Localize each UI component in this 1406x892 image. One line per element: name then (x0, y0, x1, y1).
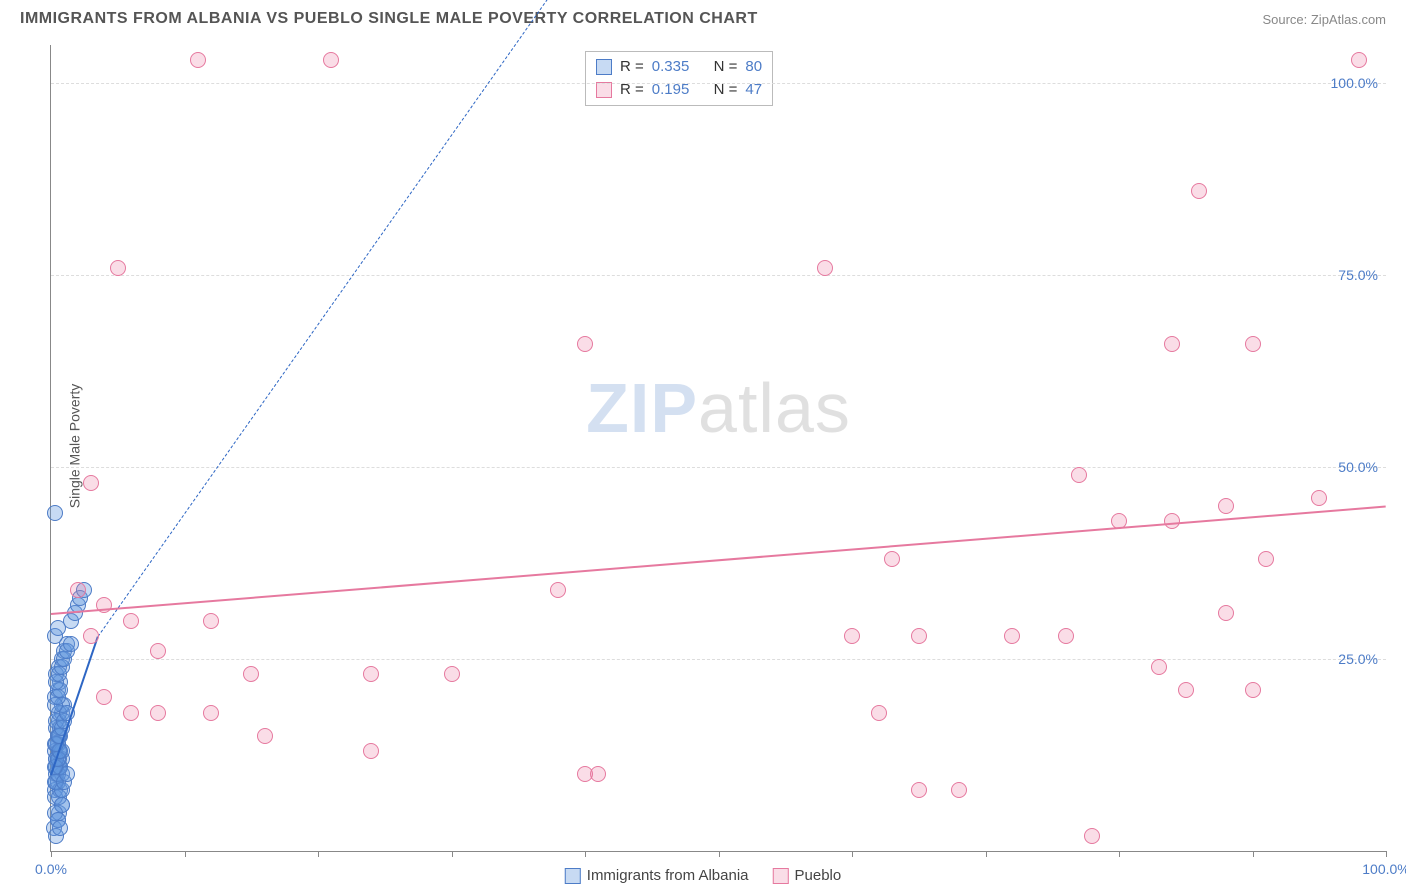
scatter-point (1071, 467, 1087, 483)
scatter-point (1191, 183, 1207, 199)
scatter-point (1178, 682, 1194, 698)
gridline (51, 83, 1386, 84)
legend-item-series2: Pueblo (773, 867, 842, 884)
stats-legend-box: R = 0.335 N = 80 R = 0.195 N = 47 (585, 51, 773, 106)
x-tick-mark (1253, 851, 1254, 857)
x-tick-mark (585, 851, 586, 857)
scatter-point (590, 766, 606, 782)
scatter-point (577, 336, 593, 352)
x-tick-mark (986, 851, 987, 857)
y-tick-label: 100.0% (1331, 75, 1378, 91)
scatter-point (150, 643, 166, 659)
gridline (51, 275, 1386, 276)
scatter-point (871, 705, 887, 721)
scatter-point (1164, 513, 1180, 529)
x-tick-mark (719, 851, 720, 857)
scatter-point (47, 505, 63, 521)
scatter-point (63, 636, 79, 652)
x-tick-mark (51, 851, 52, 857)
scatter-point (1245, 682, 1261, 698)
scatter-point (844, 628, 860, 644)
scatter-point (110, 260, 126, 276)
scatter-point (911, 628, 927, 644)
scatter-point (123, 705, 139, 721)
legend-swatch-series2 (773, 868, 789, 884)
scatter-point (1164, 336, 1180, 352)
scatter-point (83, 475, 99, 491)
scatter-point (203, 613, 219, 629)
trend-line (51, 506, 1386, 615)
scatter-point (1351, 52, 1367, 68)
scatter-point (1058, 628, 1074, 644)
scatter-point (363, 666, 379, 682)
scatter-point (190, 52, 206, 68)
x-tick-mark (1119, 851, 1120, 857)
scatter-point (52, 820, 68, 836)
scatter-point (817, 260, 833, 276)
x-tick-label: 0.0% (35, 861, 67, 877)
scatter-point (203, 705, 219, 721)
gridline (51, 467, 1386, 468)
legend-label-series1: Immigrants from Albania (587, 867, 749, 884)
scatter-point (363, 743, 379, 759)
scatter-point (911, 782, 927, 798)
y-tick-label: 50.0% (1338, 459, 1378, 475)
x-tick-mark (185, 851, 186, 857)
n-value-series1: 80 (745, 56, 762, 79)
watermark-text: ZIPatlas (586, 368, 851, 448)
scatter-point (1084, 828, 1100, 844)
x-tick-mark (852, 851, 853, 857)
bottom-legend: Immigrants from Albania Pueblo (565, 867, 841, 884)
legend-label-series2: Pueblo (795, 867, 842, 884)
trend-line-dashed (97, 0, 585, 637)
scatter-point (323, 52, 339, 68)
scatter-point (83, 628, 99, 644)
x-tick-mark (1386, 851, 1387, 857)
scatter-point (1151, 659, 1167, 675)
stats-row-series1: R = 0.335 N = 80 (596, 56, 762, 79)
scatter-point (550, 582, 566, 598)
scatter-point (123, 613, 139, 629)
chart-title: IMMIGRANTS FROM ALBANIA VS PUEBLO SINGLE… (20, 10, 758, 28)
gridline (51, 659, 1386, 660)
scatter-point (1245, 336, 1261, 352)
r-value-series2: 0.195 (652, 79, 690, 102)
scatter-point (444, 666, 460, 682)
x-tick-mark (452, 851, 453, 857)
x-tick-mark (318, 851, 319, 857)
scatter-point (96, 689, 112, 705)
source-attribution: Source: ZipAtlas.com (1262, 12, 1386, 27)
n-value-series2: 47 (745, 79, 762, 102)
swatch-series1 (596, 59, 612, 75)
scatter-point (243, 666, 259, 682)
scatter-point (1004, 628, 1020, 644)
legend-swatch-series1 (565, 868, 581, 884)
r-value-series1: 0.335 (652, 56, 690, 79)
scatter-point (150, 705, 166, 721)
y-tick-label: 75.0% (1338, 267, 1378, 283)
scatter-point (1311, 490, 1327, 506)
stats-row-series2: R = 0.195 N = 47 (596, 79, 762, 102)
x-tick-label: 100.0% (1362, 861, 1406, 877)
y-tick-label: 25.0% (1338, 651, 1378, 667)
scatter-point (257, 728, 273, 744)
legend-item-series1: Immigrants from Albania (565, 867, 749, 884)
scatter-point (1258, 551, 1274, 567)
scatter-point (951, 782, 967, 798)
scatter-point (1218, 605, 1234, 621)
chart-plot-area: ZIPatlas R = 0.335 N = 80 R = 0.195 N = … (50, 45, 1386, 852)
scatter-point (70, 582, 86, 598)
scatter-point (1218, 498, 1234, 514)
scatter-point (884, 551, 900, 567)
